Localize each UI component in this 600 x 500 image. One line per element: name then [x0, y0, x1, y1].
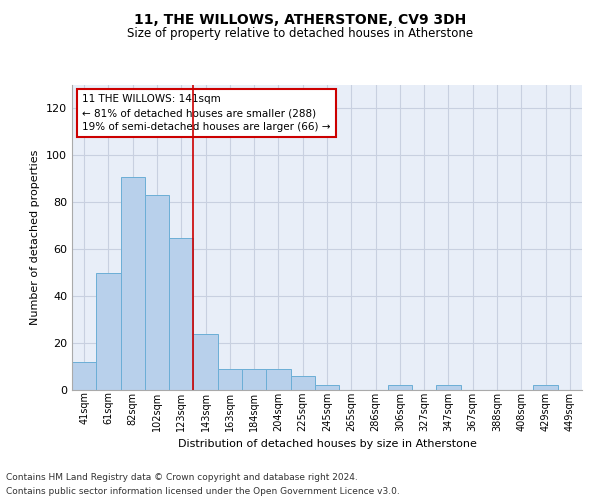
Text: Contains public sector information licensed under the Open Government Licence v3: Contains public sector information licen…	[6, 488, 400, 496]
Text: Contains HM Land Registry data © Crown copyright and database right 2024.: Contains HM Land Registry data © Crown c…	[6, 472, 358, 482]
Bar	[242, 369, 266, 390]
Bar	[145, 196, 169, 390]
Bar	[388, 386, 412, 390]
Bar	[266, 369, 290, 390]
Y-axis label: Number of detached properties: Number of detached properties	[31, 150, 40, 325]
Text: 11, THE WILLOWS, ATHERSTONE, CV9 3DH: 11, THE WILLOWS, ATHERSTONE, CV9 3DH	[134, 12, 466, 26]
Text: 11 THE WILLOWS: 141sqm
← 81% of detached houses are smaller (288)
19% of semi-de: 11 THE WILLOWS: 141sqm ← 81% of detached…	[82, 94, 331, 132]
Bar	[315, 386, 339, 390]
Bar	[533, 386, 558, 390]
Bar	[218, 369, 242, 390]
Bar	[193, 334, 218, 390]
Bar	[121, 176, 145, 390]
Text: Size of property relative to detached houses in Atherstone: Size of property relative to detached ho…	[127, 28, 473, 40]
Bar	[169, 238, 193, 390]
X-axis label: Distribution of detached houses by size in Atherstone: Distribution of detached houses by size …	[178, 439, 476, 449]
Bar	[290, 376, 315, 390]
Bar	[96, 272, 121, 390]
Bar	[436, 386, 461, 390]
Bar	[72, 362, 96, 390]
